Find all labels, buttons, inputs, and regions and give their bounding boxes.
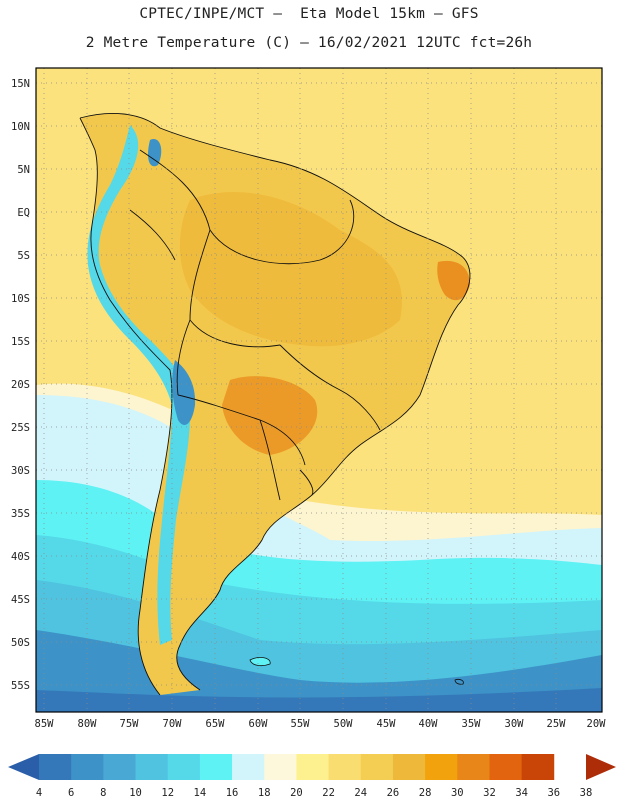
lat-label: 35S: [11, 508, 30, 520]
lat-label: EQ: [17, 207, 30, 219]
map-title-line-2: 2 Metre Temperature (C) – 16/02/2021 12U…: [85, 35, 533, 51]
andes-cold-strip: [87, 125, 191, 645]
legend-value-label: 12: [161, 787, 174, 799]
legend-value-label: 18: [258, 787, 271, 799]
lon-label: 35W: [462, 718, 482, 730]
lat-label: 5N: [17, 164, 30, 176]
temperature-field: [36, 68, 602, 712]
lat-label: 25S: [11, 422, 30, 434]
legend-value-label: 24: [354, 787, 367, 799]
lon-label: 25W: [547, 718, 567, 730]
legend-color-box: [521, 754, 555, 780]
lon-label: 30W: [505, 718, 525, 730]
lat-label: 50S: [11, 637, 30, 649]
lon-label: 85W: [35, 718, 55, 730]
legend-value-label: 22: [322, 787, 335, 799]
legend-color-box: [39, 754, 72, 780]
legend-value-label: 6: [68, 787, 74, 799]
lon-label: 80W: [78, 718, 98, 730]
map-title-line-1: CPTEC/INPE/MCT – Eta Model 15km – GFS: [139, 6, 479, 22]
legend-value-label: 38: [580, 787, 593, 799]
legend-color-box: [264, 754, 297, 780]
lat-label: 30S: [11, 465, 30, 477]
legend-color-box: [199, 754, 233, 780]
lat-label: 40S: [11, 551, 30, 563]
legend-value-label: 26: [387, 787, 400, 799]
lon-label: 65W: [206, 718, 226, 730]
legend-value-label: 32: [483, 787, 496, 799]
legend-color-box: [392, 754, 426, 780]
lon-label: 45W: [377, 718, 397, 730]
legend-value-label: 14: [194, 787, 207, 799]
legend-color-box: [360, 754, 394, 780]
latitude-labels: 15N 10N 5N EQ 5S 10S 15S 20S 25S 30S 35S…: [11, 78, 30, 692]
longitude-labels: 85W 80W 75W 70W 65W 60W 55W 50W 45W 40W …: [35, 718, 607, 730]
legend-value-label: 4: [36, 787, 42, 799]
legend-value-label: 30: [451, 787, 464, 799]
lat-label: 45S: [11, 594, 30, 606]
legend-value-label: 28: [419, 787, 432, 799]
legend-value-label: 34: [515, 787, 528, 799]
legend-value-label: 36: [547, 787, 560, 799]
legend-value-label: 10: [129, 787, 142, 799]
lon-label: 75W: [120, 718, 140, 730]
legend-color-box: [167, 754, 201, 780]
legend-color-box: [135, 754, 169, 780]
legend-high-arrow: [586, 754, 616, 780]
legend-color-box: [71, 754, 104, 780]
legend-value-label: 8: [100, 787, 106, 799]
lon-label: 55W: [291, 718, 311, 730]
lat-label: 10N: [11, 121, 30, 133]
lat-label: 15S: [11, 336, 30, 348]
lat-label: 55S: [11, 680, 30, 692]
legend-value-label: 16: [226, 787, 239, 799]
legend-value-label: 20: [290, 787, 303, 799]
legend-low-arrow: [8, 754, 39, 780]
legend-color-box: [232, 754, 265, 780]
lat-label: 10S: [11, 293, 30, 305]
legend-color-box: [457, 754, 490, 780]
color-scale-legend: 4 6 8 10 12 14 16 18 20 22 24 26 28 30 32 34 36 38: [8, 754, 616, 799]
lat-label: 15N: [11, 78, 30, 90]
lon-label: 70W: [163, 718, 183, 730]
map-frame: [35, 67, 603, 713]
country-borders: [79, 113, 471, 696]
legend-color-box: [328, 754, 362, 780]
legend-color-box: [489, 754, 523, 780]
lon-label: 50W: [334, 718, 354, 730]
legend-color-box: [425, 754, 458, 780]
legend-color-box: [103, 754, 136, 780]
lon-label: 20W: [587, 718, 607, 730]
lon-label: 40W: [419, 718, 439, 730]
lat-label: 5S: [17, 250, 30, 262]
lon-label: 60W: [249, 718, 269, 730]
legend-color-box: [296, 754, 329, 780]
lat-label: 20S: [11, 379, 30, 391]
